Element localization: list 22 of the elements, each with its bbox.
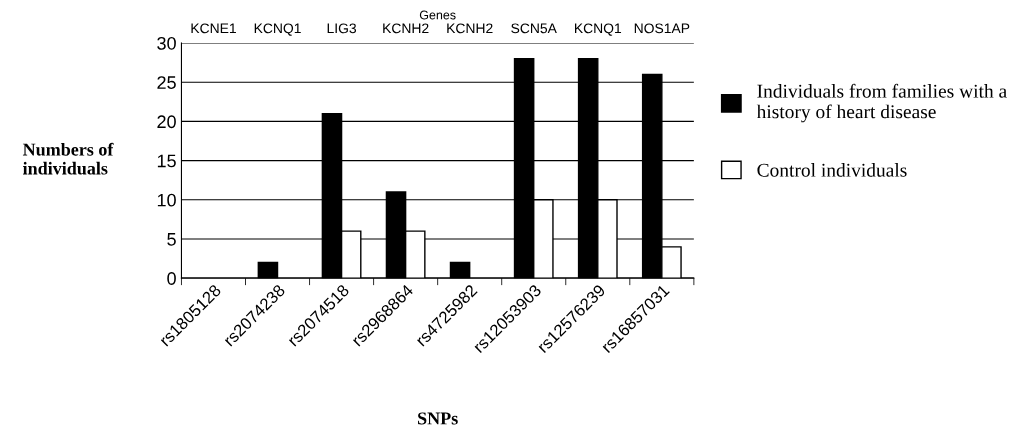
legend-label: Control individuals bbox=[757, 163, 907, 177]
y-tick-label: 15 bbox=[157, 154, 176, 168]
text: KCNH2 bbox=[447, 23, 493, 34]
text: KCNQ1 bbox=[254, 23, 301, 36]
bar bbox=[449, 261, 471, 279]
bar bbox=[257, 261, 279, 279]
y-tick-label: 30 bbox=[157, 36, 176, 50]
y-axis-title: Numbers of individuals bbox=[22, 142, 114, 175]
y-tick-label: 0 bbox=[167, 272, 176, 285]
legend-label: Individuals from families with a history of heart disease bbox=[756, 83, 1007, 123]
text: KCNE1 bbox=[191, 23, 236, 34]
text: KCNQ1 bbox=[575, 23, 622, 36]
text: LIG3 bbox=[327, 23, 357, 34]
y-tick-label: 5 bbox=[167, 233, 176, 246]
x-axis-title: SNPs bbox=[418, 412, 458, 425]
text: KCNH2 bbox=[383, 23, 429, 34]
y-tick-label: 25 bbox=[157, 76, 176, 89]
text: NOS1AP bbox=[634, 23, 690, 34]
text: Genes bbox=[419, 10, 456, 20]
text: SCN5A bbox=[511, 23, 557, 34]
y-tick-label: 20 bbox=[157, 115, 176, 129]
y-tick-label: 10 bbox=[157, 193, 176, 207]
